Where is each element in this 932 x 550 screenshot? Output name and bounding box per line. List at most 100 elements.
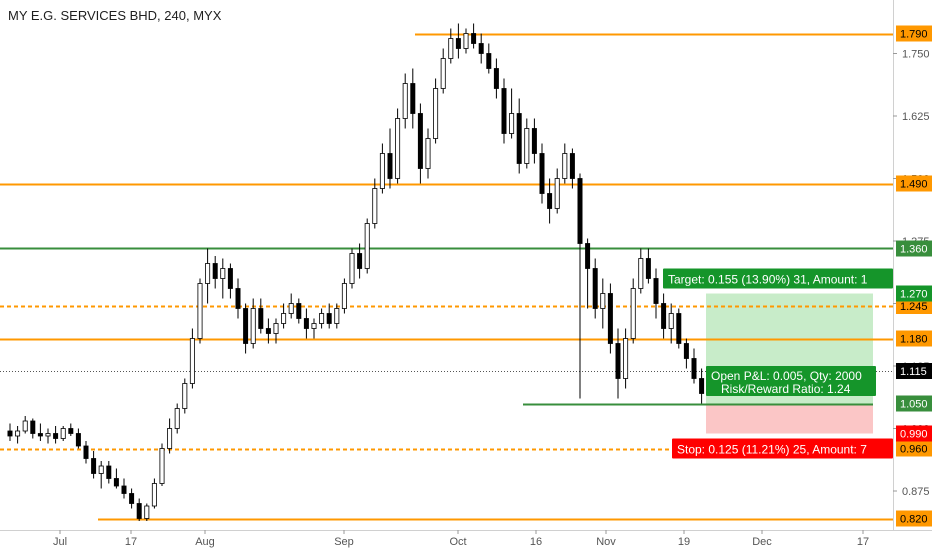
candle-body <box>121 485 127 494</box>
candle-body <box>106 465 112 479</box>
x-tick-label: 17 <box>125 536 137 548</box>
candle-body <box>75 433 81 447</box>
candle-body <box>357 253 363 269</box>
price-tag-1.245: 1.245 <box>900 301 928 313</box>
price-tag-1.490-bg <box>896 175 932 192</box>
candle-body <box>220 268 226 279</box>
candle-body <box>60 428 66 439</box>
price-tag-1.115-bg <box>896 363 932 379</box>
candle-body <box>486 53 492 69</box>
candle-body <box>45 433 51 437</box>
price-tag-1.490: 1.490 <box>900 179 928 191</box>
candle-body <box>577 178 583 244</box>
candle-body <box>91 458 97 474</box>
price-tag-target: 1.270 <box>900 289 928 301</box>
candle-body <box>463 33 469 49</box>
candle-body <box>144 505 150 519</box>
stop-label: Stop: 0.125 (11.21%) 25, Amount: 7 <box>677 443 867 457</box>
candle-body <box>402 83 408 119</box>
candle-body <box>592 268 598 309</box>
price-tag-1.115: 1.115 <box>900 366 927 378</box>
candle-body <box>227 268 233 289</box>
position-labels: Target: 0.155 (13.90%) 31, Amount: 1 Stop… <box>663 268 893 459</box>
candle-body <box>501 88 507 134</box>
candle-body <box>7 430 13 437</box>
candle-body <box>623 338 629 379</box>
price-tag-1.360-bg <box>896 240 932 257</box>
price-tag-1.790-bg <box>896 25 932 42</box>
candle-body <box>524 128 530 164</box>
x-tick-label: Nov <box>596 536 616 548</box>
candle-body <box>311 323 317 329</box>
candle-body <box>562 153 568 179</box>
candle-body <box>296 303 302 319</box>
candle-body <box>493 68 499 89</box>
candle-body <box>387 153 393 179</box>
candle-body <box>53 433 59 439</box>
candle-body <box>113 478 119 487</box>
candle-body <box>364 223 370 269</box>
candle-body <box>509 113 515 134</box>
candle-body <box>455 38 461 49</box>
price-tag-1.180-bg <box>896 330 932 347</box>
price-tag-0.960: 0.960 <box>900 444 928 456</box>
candle-body <box>691 358 697 379</box>
x-tick-label: Sep <box>334 536 354 548</box>
price-tags: 1.790 1.490 1.360 1.245 1.180 1.115 1.050 0.960… <box>896 25 932 527</box>
candle-body <box>585 243 591 269</box>
candle-body <box>167 428 173 449</box>
candle-body <box>37 433 43 437</box>
candle-body <box>539 153 545 194</box>
price-tag-1.790: 1.790 <box>900 29 928 41</box>
candle-body <box>425 138 431 169</box>
price-tag-stop: 0.990 <box>900 429 928 441</box>
candle-body <box>448 38 454 59</box>
candle-body <box>265 328 271 334</box>
price-tag-0.820-bg <box>896 510 932 527</box>
candle-body <box>174 408 180 429</box>
price-tag-stop-bg <box>896 425 932 442</box>
candle-body <box>30 420 36 434</box>
pnl-label: Open P&L: 0.005, Qty: 2000 <box>711 369 862 383</box>
candle-body <box>531 128 537 154</box>
candle-body <box>212 263 218 279</box>
candle-body <box>98 465 104 474</box>
candle-body <box>569 153 575 179</box>
target-label-box <box>663 268 893 289</box>
price-tag-1.360: 1.360 <box>900 244 928 256</box>
x-tick-label: Dec <box>752 536 772 548</box>
candle-body <box>676 313 682 344</box>
x-tick-label: Aug <box>195 536 215 548</box>
candle-body <box>547 193 553 209</box>
rr-label: Risk/Reward Ratio: 1.24 <box>721 382 851 396</box>
candle-body <box>683 343 689 359</box>
stop-label-box <box>672 438 893 459</box>
price-tag-1.180: 1.180 <box>900 334 928 346</box>
time-axis[interactable]: Jul 17 Aug Sep Oct 16 Nov 19 Dec 17 <box>53 530 869 548</box>
candle-body <box>668 313 674 329</box>
x-tick-label: 17 <box>857 536 869 548</box>
candle-body <box>129 493 135 504</box>
candle-body <box>349 253 355 284</box>
candle-body <box>661 303 667 329</box>
candle-body <box>615 343 621 379</box>
candlestick-series <box>7 23 705 521</box>
price-tag-target-bg <box>896 285 932 302</box>
x-tick-label: 16 <box>530 536 542 548</box>
candle-body <box>471 33 477 44</box>
candle-body <box>182 383 188 409</box>
candle-body <box>319 313 325 324</box>
candle-body <box>372 188 378 224</box>
target-label: Target: 0.155 (13.90%) 31, Amount: 1 <box>668 273 868 287</box>
candle-body <box>258 308 264 329</box>
candle-body <box>273 323 279 334</box>
candle-body <box>189 338 195 384</box>
candle-body <box>630 288 636 339</box>
price-tag-0.820: 0.820 <box>900 514 928 526</box>
x-tick-label: Jul <box>53 536 67 548</box>
candle-body <box>136 503 142 519</box>
candle-body <box>303 318 309 329</box>
candle-body <box>68 428 74 434</box>
candle-body <box>607 293 613 344</box>
